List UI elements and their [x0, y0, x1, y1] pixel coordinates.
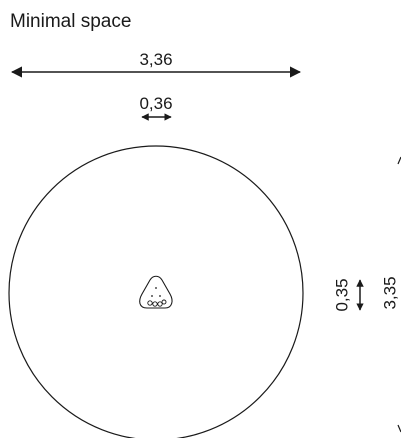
overall-width-label: 3,36	[139, 50, 172, 69]
overall-depth-label: 3,35	[380, 276, 399, 309]
element-width-label: 0,36	[139, 94, 172, 113]
element-width-dimension: 0,36	[139, 94, 173, 121]
space-outline-icon	[8, 145, 304, 438]
page-title: Minimal space	[10, 11, 132, 32]
element-depth-dimension: 0,35	[332, 278, 364, 312]
element-depth-label: 0,35	[332, 278, 351, 311]
overall-depth-dimension: 3,35	[380, 156, 401, 433]
overall-width-dimension: 3,36	[10, 50, 302, 78]
equipment-symbol-icon	[139, 275, 173, 309]
